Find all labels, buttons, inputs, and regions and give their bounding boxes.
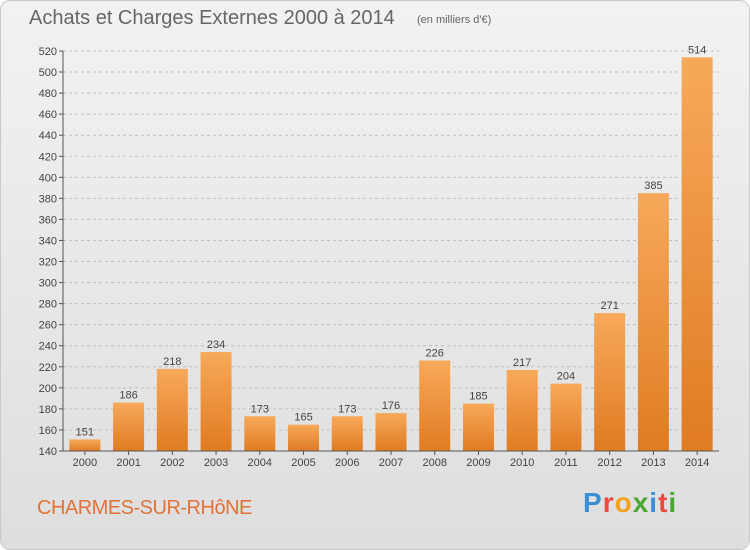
- bar: [156, 368, 188, 451]
- bar: [506, 369, 538, 451]
- bar: [681, 57, 713, 451]
- bar: [200, 352, 232, 451]
- y-tick-label: 440: [39, 130, 57, 142]
- bar: [637, 193, 669, 451]
- x-tick-label: 2003: [204, 457, 228, 469]
- bar-value-label: 186: [119, 390, 137, 402]
- logo-letter: i: [668, 487, 678, 518]
- x-tick-label: 2005: [291, 457, 315, 469]
- x-tick-label: 2012: [597, 457, 621, 469]
- x-tick-label: 2010: [510, 457, 534, 469]
- y-tick-label: 300: [39, 278, 57, 290]
- logo-letter: r: [602, 487, 615, 518]
- y-tick-label: 480: [39, 88, 57, 100]
- bar: [550, 383, 582, 451]
- x-tick-label: 2007: [379, 457, 403, 469]
- bar-value-label: 173: [338, 403, 356, 415]
- bar-value-label: 234: [207, 339, 225, 351]
- bar: [244, 416, 276, 451]
- bar-value-label: 204: [557, 371, 575, 383]
- x-tick-label: 2009: [466, 457, 490, 469]
- axes: 140 160 180 200 220 240 260 280 300 320 340 360 380 4…: [39, 46, 719, 469]
- x-tick-label: 2014: [685, 457, 709, 469]
- bar-value-label: 514: [688, 44, 706, 56]
- y-tick-label: 280: [39, 299, 57, 311]
- x-tick-label: 2008: [422, 457, 446, 469]
- y-tick-label: 460: [39, 109, 57, 121]
- chart-title: Achats et Charges Externes 2000 à 2014: [29, 7, 395, 29]
- bar: [113, 402, 145, 451]
- bar-value-label: 226: [426, 347, 444, 359]
- bar-value-label: 218: [163, 356, 181, 368]
- bar-value-label: 385: [644, 180, 662, 192]
- x-tick-label: 2000: [73, 457, 97, 469]
- x-tick-label: 2006: [335, 457, 359, 469]
- y-tick-label: 380: [39, 193, 57, 205]
- y-tick-label: 180: [39, 404, 57, 416]
- bar: [288, 424, 320, 451]
- x-tick-label: 2002: [160, 457, 184, 469]
- y-tick-label: 260: [39, 320, 57, 332]
- y-tick-label: 520: [39, 46, 57, 58]
- y-tick-label: 340: [39, 235, 57, 247]
- y-tick-label: 400: [39, 172, 57, 184]
- bar-value-label: 151: [76, 426, 94, 438]
- logo-letter: i: [649, 487, 659, 518]
- x-tick-label: 2001: [116, 457, 140, 469]
- x-tick-label: 2004: [248, 457, 272, 469]
- x-tick-label: 2013: [641, 457, 665, 469]
- bars: 151 186 218 234 173 165 173 176 226 185 217 204 271 3…: [69, 44, 713, 451]
- logo-letter: o: [614, 487, 633, 518]
- bar: [375, 413, 407, 451]
- y-tick-label: 220: [39, 362, 57, 374]
- y-tick-label: 240: [39, 341, 57, 353]
- bar-value-label: 217: [513, 357, 531, 369]
- logo-letter: x: [632, 487, 650, 518]
- y-tick-label: 320: [39, 257, 57, 269]
- logo-letter: t: [658, 487, 669, 518]
- y-tick-label: 200: [39, 383, 57, 395]
- y-tick-label: 160: [39, 425, 57, 437]
- y-tick-label: 360: [39, 214, 57, 226]
- bar: [594, 313, 626, 451]
- bar-value-label: 165: [294, 412, 312, 424]
- bar-value-label: 185: [469, 391, 487, 403]
- commune-name: CHARMES-SUR-RHôNE: [37, 497, 252, 519]
- bar-value-label: 271: [600, 300, 618, 312]
- y-tick-label: 140: [39, 446, 57, 458]
- bar: [69, 439, 101, 451]
- logo-letter: P: [583, 487, 603, 518]
- bar: [331, 416, 363, 451]
- y-tick-label: 500: [39, 67, 57, 79]
- chart-subtitle: (en milliers d'€): [417, 14, 492, 26]
- bar: [462, 403, 494, 451]
- bar: [419, 360, 451, 451]
- y-tick-label: 420: [39, 151, 57, 163]
- x-tick-label: 2011: [554, 457, 578, 469]
- bar-value-label: 173: [251, 403, 269, 415]
- bar-value-label: 176: [382, 400, 400, 412]
- proxiti-logo[interactable]: Proxiti: [583, 487, 677, 519]
